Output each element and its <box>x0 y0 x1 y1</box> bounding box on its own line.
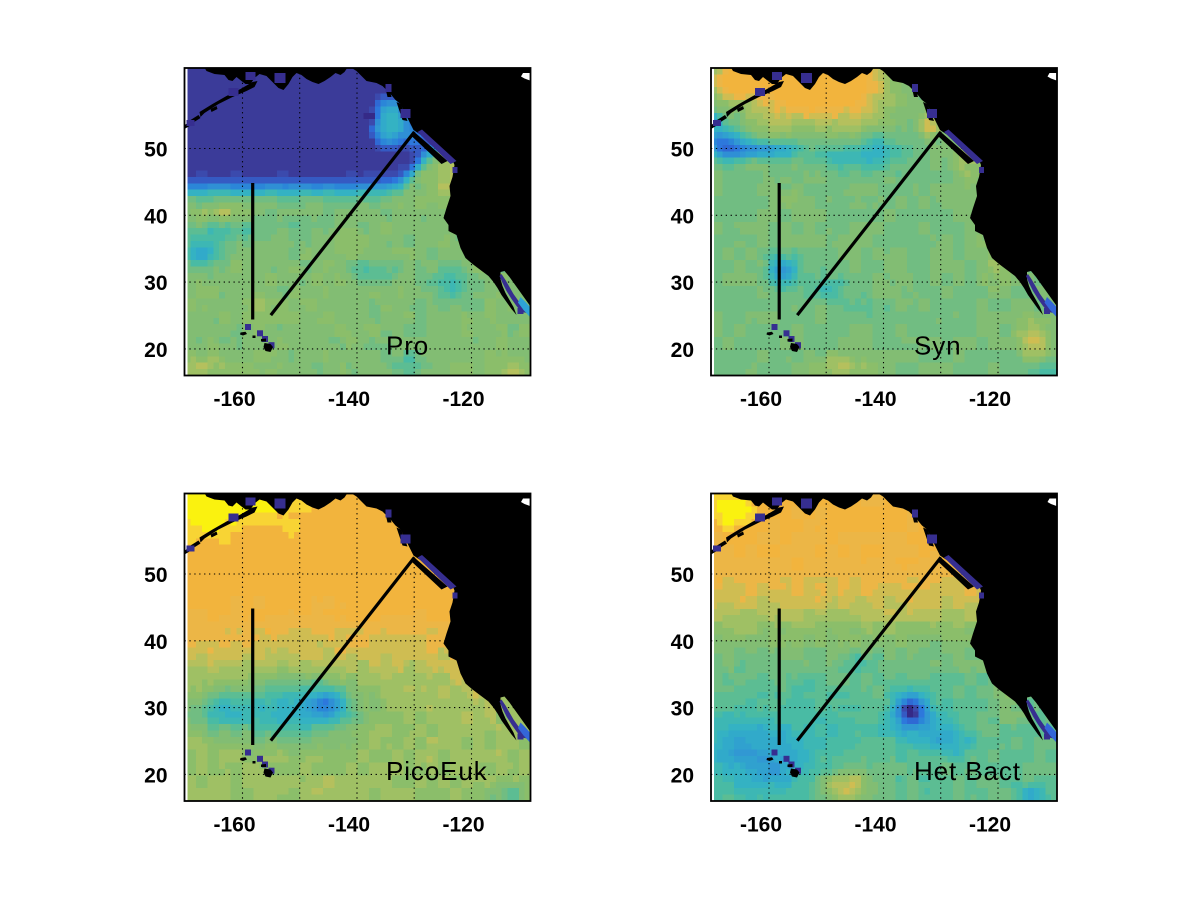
svg-text:Pro: Pro <box>386 330 429 360</box>
svg-text:-160: -160 <box>213 388 255 411</box>
svg-text:Het Bact: Het Bact <box>914 756 1021 786</box>
svg-text:50: 50 <box>671 139 694 162</box>
svg-text:20: 20 <box>671 764 694 787</box>
svg-text:-160: -160 <box>740 388 782 411</box>
svg-text:30: 30 <box>671 272 694 295</box>
svg-text:50: 50 <box>144 139 167 162</box>
svg-text:PicoEuk: PicoEuk <box>386 756 488 786</box>
svg-text:50: 50 <box>144 564 167 587</box>
svg-text:-120: -120 <box>969 388 1011 411</box>
svg-text:Syn: Syn <box>914 330 962 360</box>
svg-text:40: 40 <box>144 631 167 654</box>
svg-text:-140: -140 <box>854 388 896 411</box>
svg-text:-140: -140 <box>328 388 370 411</box>
svg-text:-120: -120 <box>969 814 1011 837</box>
svg-text:40: 40 <box>671 631 694 654</box>
svg-text:20: 20 <box>144 764 167 787</box>
svg-text:-160: -160 <box>213 814 255 837</box>
svg-text:30: 30 <box>144 698 167 721</box>
svg-text:-120: -120 <box>442 814 484 837</box>
svg-text:-140: -140 <box>328 814 370 837</box>
svg-text:-120: -120 <box>442 388 484 411</box>
svg-text:50: 50 <box>671 564 694 587</box>
svg-text:-140: -140 <box>854 814 896 837</box>
svg-text:-160: -160 <box>740 814 782 837</box>
svg-text:20: 20 <box>144 339 167 362</box>
svg-text:20: 20 <box>671 339 694 362</box>
svg-text:30: 30 <box>144 272 167 295</box>
svg-text:30: 30 <box>671 698 694 721</box>
svg-text:40: 40 <box>144 205 167 228</box>
svg-text:40: 40 <box>671 205 694 228</box>
